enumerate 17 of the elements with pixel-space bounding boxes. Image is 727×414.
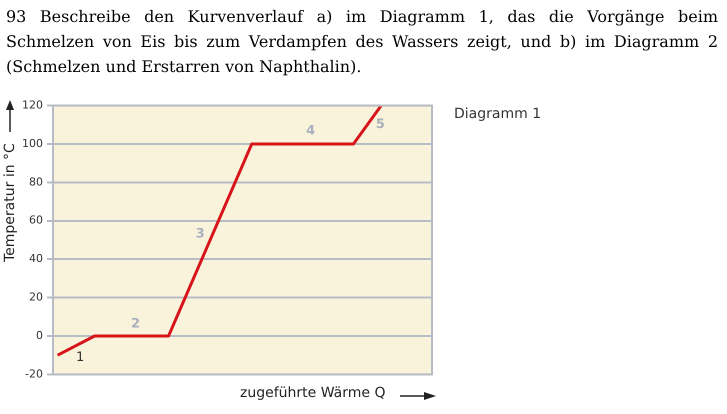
annotation: 4 <box>306 123 316 138</box>
annotation: 3 <box>196 226 205 242</box>
y-tick-label: -20 <box>25 367 43 380</box>
y-tick-label: 40 <box>29 252 43 266</box>
annotation: 5 <box>376 117 385 132</box>
y-axis-title: Temperatur in °C <box>2 143 18 262</box>
annotation: 2 <box>131 316 140 332</box>
chart-title: 93 Beschreibe den Kurvenverlauf a) im Diagramm 1, das die Vorgänge beim Schmelzen von Eis bis zum Verdampfen des Wassers zeigt, und b) im Diagramm 2 (Schmelzen und Erstarren von Naphthalin). <box>6 6 718 78</box>
y-tick-label: 60 <box>29 214 43 227</box>
y-tick-label: 20 <box>29 290 43 304</box>
y-tick-label: 120 <box>22 98 43 112</box>
annotation: 1 <box>76 350 84 365</box>
y-tick-label: 80 <box>29 175 43 188</box>
text: Diagramm 1 <box>454 106 542 122</box>
x-axis-title: zugeführte Wärme Q <box>240 385 386 401</box>
y-tick-label: 100 <box>22 136 43 150</box>
y-tick-label: 0 <box>36 328 43 342</box>
